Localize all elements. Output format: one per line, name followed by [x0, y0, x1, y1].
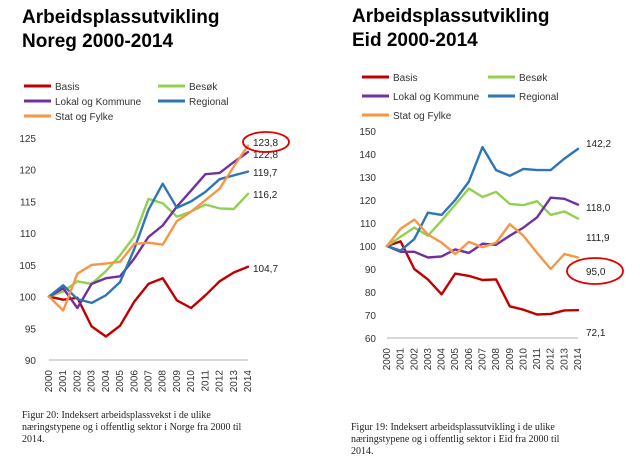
chart2-y-tick-label: 130	[359, 173, 376, 184]
chart-left-title: Arbeidsplassutvikling Noreg 2000-2014	[22, 6, 219, 54]
chart2-end-label: 95,0	[586, 267, 606, 278]
chart1-series-line	[47, 144, 250, 312]
chart2-legend-label: Lokal og Kommune	[393, 92, 480, 103]
chart2-end-label: 72,1	[586, 328, 606, 339]
chart2-series-line	[385, 240, 580, 316]
chart1-series-line	[47, 170, 250, 305]
chart1-x-tick-label: 2002	[72, 370, 83, 393]
chart-left-caption-line1: Figur 20: Indeksert arbeidsplassvekst i …	[22, 410, 211, 421]
chart1-series-line	[47, 192, 250, 298]
chart2-y-tick-label: 150	[359, 127, 376, 138]
chart2-y-tick-label: 110	[360, 219, 376, 230]
chart2-legend-label: Stat og Fylke	[393, 111, 452, 122]
chart2-legend-label: Basis	[393, 73, 417, 84]
chart2-series-line	[385, 145, 580, 252]
chart2-x-tick-label: 2007	[478, 348, 489, 371]
chart1-y-tick-label: 100	[19, 293, 36, 304]
chart1-y-tick-label: 90	[25, 356, 37, 367]
chart2-x-tick-label: 2014	[573, 348, 584, 371]
chart2-x-tick-label: 2005	[450, 348, 461, 371]
chart1-x-tick-label: 2012	[215, 370, 226, 393]
chart-right-caption-line1: Figur 19: Indeksert arbeidsplassutviklin…	[351, 422, 555, 433]
chart1-y-tick-label: 125	[19, 134, 36, 145]
chart1-y-tick-label: 105	[19, 261, 36, 272]
chart2-x-tick-label: 2003	[423, 348, 434, 371]
chart1-end-label: 123,8	[253, 138, 278, 149]
chart2-x-tick-label: 2004	[437, 348, 448, 371]
chart-right-caption-line3: 2014.	[351, 446, 374, 457]
chart1-highlight-circle	[242, 131, 290, 153]
chart2-y-tick-label: 90	[365, 265, 377, 276]
chart2-x-tick-label: 2010	[518, 348, 529, 371]
chart-left-title-line1: Arbeidsplassutvikling	[22, 7, 220, 28]
chart1-x-tick-label: 2007	[144, 370, 155, 393]
chart1-x-tick-label: 2014	[243, 370, 254, 393]
chart2-x-tick-label: 2002	[409, 348, 420, 371]
chart2-y-tick-label: 60	[365, 334, 377, 345]
chart1-x-tick-label: 2003	[87, 370, 98, 393]
chart2-y-tick-label: 70	[365, 311, 377, 322]
chart2-end-label: 118,0	[586, 203, 611, 214]
chart2-end-label: 111,9	[586, 233, 610, 244]
chart1-y-tick-label: 95	[25, 324, 37, 335]
chart-right-title-line1: Arbeidsplassutvikling	[352, 6, 550, 27]
chart1-end-label: 122,8	[253, 150, 278, 161]
chart2-x-tick-label: 2012	[546, 348, 557, 371]
chart1-x-tick-label: 2001	[58, 370, 69, 393]
chart-left-title-line2: Noreg 2000-2014	[22, 31, 174, 52]
chart1-x-tick-label: 2006	[129, 370, 140, 393]
chart2-x-tick-label: 2009	[505, 348, 516, 371]
chart1-x-tick-label: 2011	[200, 370, 211, 392]
chart-left-caption: Figur 20: Indeksert arbeidsplassvekst i …	[22, 410, 312, 446]
chart2-y-tick-label: 140	[359, 150, 376, 161]
chart1-x-tick-label: 2005	[115, 370, 126, 393]
chart2-end-label: 142,2	[586, 139, 611, 150]
chart1-legend-label: Regional	[189, 97, 228, 108]
chart2-x-tick-label: 2011	[532, 348, 543, 370]
chart1-x-tick-label: 2009	[172, 370, 183, 393]
chart2-x-tick-label: 2008	[491, 348, 502, 371]
chart1-end-label: 104,7	[253, 264, 278, 275]
chart2-highlight-circle	[566, 257, 624, 285]
chart1-end-label: 119,7	[253, 168, 278, 179]
chart2-x-tick-label: 2006	[464, 348, 475, 371]
chart1-x-tick-label: 2000	[44, 370, 55, 393]
chart2-x-tick-label: 2001	[396, 348, 407, 371]
chart-left-caption-line2: næringstypene og i offentlig sektor i No…	[22, 422, 242, 433]
chart1-x-tick-label: 2013	[229, 370, 240, 393]
chart-right-title-line2: Eid 2000-2014	[352, 30, 478, 51]
chart1-x-tick-label: 2004	[101, 370, 112, 393]
chart1-y-tick-label: 110	[20, 229, 36, 240]
chart2-series-line	[385, 196, 580, 259]
chart1-legend-label: Besøk	[189, 82, 218, 93]
chart1-series-line	[47, 265, 250, 338]
chart2-y-tick-label: 100	[359, 242, 376, 253]
chart2-legend-label: Regional	[519, 92, 558, 103]
chart2-legend-label: Besøk	[519, 73, 548, 84]
chart1-y-tick-label: 115	[20, 197, 36, 208]
chart1-end-label: 116,2	[253, 190, 278, 201]
chart1-x-tick-label: 2010	[186, 370, 197, 393]
chart-left-caption-line3: 2014.	[22, 434, 45, 445]
chart2-series-line	[385, 218, 580, 271]
chart2-x-tick-label: 2013	[559, 348, 570, 371]
chart2-y-tick-label: 120	[359, 196, 376, 207]
chart1-y-tick-label: 120	[19, 166, 36, 177]
chart1-x-tick-label: 2008	[158, 370, 169, 393]
chart2-x-tick-label: 2000	[382, 348, 393, 371]
chart-right-caption: Figur 19: Indeksert arbeidsplassutviklin…	[351, 422, 636, 458]
chart1-legend-label: Lokal og Kommune	[55, 97, 142, 108]
chart1-legend-label: Basis	[55, 82, 79, 93]
chart-right-caption-line2: næringstypene og i offentlig sektor i Ei…	[351, 434, 560, 445]
chart2-y-tick-label: 80	[365, 288, 377, 299]
chart1-legend-label: Stat og Fylke	[55, 112, 114, 123]
chart-right-title: Arbeidsplassutvikling Eid 2000-2014	[352, 5, 549, 53]
